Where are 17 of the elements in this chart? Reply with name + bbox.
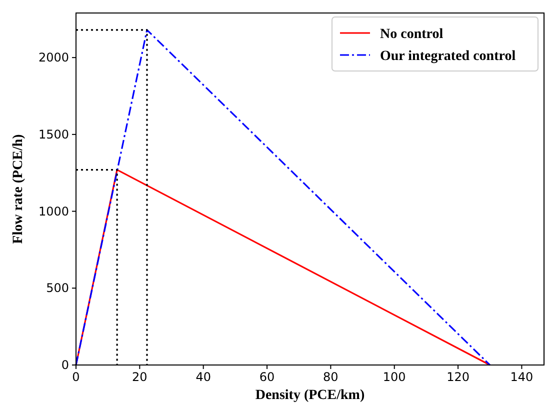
y-tick-label: 500 [46,281,69,296]
x-tick-label: 120 [446,370,470,384]
x-tick-label: 80 [323,370,338,384]
y-tick-label: 1500 [38,127,69,142]
x-tick-label: 100 [382,370,406,384]
x-tick-label: 0 [72,370,80,384]
x-tick-label: 60 [259,370,275,384]
x-axis-title: Density (PCE/km) [255,388,365,403]
legend-label: No control [380,27,444,42]
legend-label: Our integrated control [380,49,516,64]
x-tick-label: 40 [196,370,211,384]
y-axis-title: Flow rate (PCE/h) [11,134,26,244]
y-tick-label: 0 [61,358,69,372]
x-tick-label: 20 [132,370,148,384]
x-tick-label: 140 [510,370,534,384]
y-tick-label: 1000 [38,204,69,218]
y-tick-label: 2000 [38,50,69,65]
